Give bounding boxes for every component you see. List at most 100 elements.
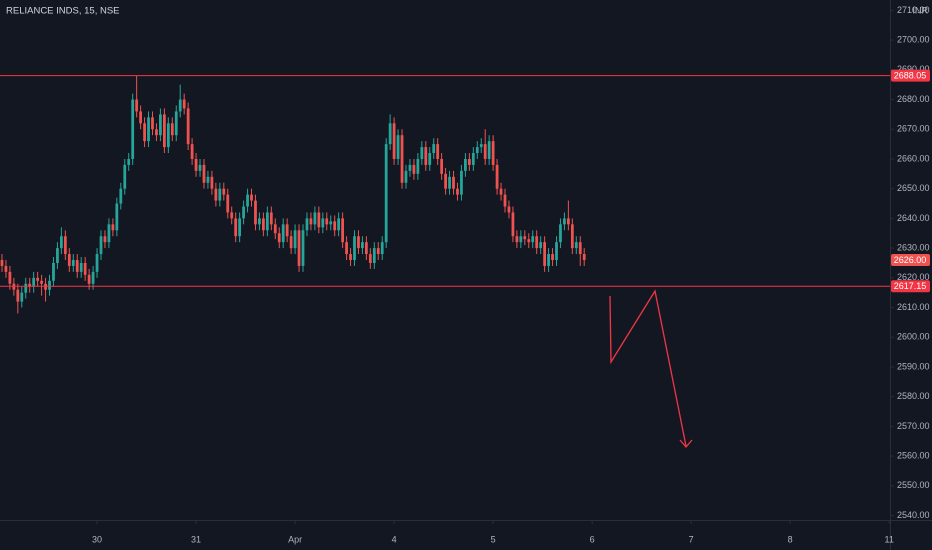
candle-body xyxy=(151,117,154,130)
candle-body xyxy=(40,280,43,284)
candle-body xyxy=(210,176,214,189)
candle-body xyxy=(317,212,321,228)
candle-body xyxy=(428,153,432,165)
candle-body xyxy=(364,242,368,255)
candle-body xyxy=(380,242,384,255)
candle-body xyxy=(400,135,404,183)
y-tick-label: 2610.00 xyxy=(897,302,930,312)
candle-body xyxy=(404,170,408,183)
candle-body xyxy=(578,242,582,255)
candle-body xyxy=(353,236,356,260)
candle-body xyxy=(166,123,170,148)
candle-body xyxy=(337,218,341,231)
candle-body xyxy=(436,144,440,159)
candle-body xyxy=(79,262,83,272)
x-tick-label: 4 xyxy=(392,534,397,544)
candle-body xyxy=(297,230,301,266)
level-badge xyxy=(891,69,930,82)
candle-body xyxy=(345,242,348,255)
candle-body xyxy=(424,147,428,165)
candle-body xyxy=(448,176,451,189)
y-tick-label: 2580.00 xyxy=(897,391,930,401)
candle-body xyxy=(467,158,471,165)
candle-body xyxy=(28,283,32,287)
candle-body xyxy=(190,144,194,159)
candle-body xyxy=(194,158,198,171)
candle-body xyxy=(99,236,103,255)
candle-body xyxy=(479,144,483,148)
candle-body xyxy=(238,218,242,237)
candle-body xyxy=(198,164,202,171)
candle-body xyxy=(372,248,376,263)
candle-body xyxy=(452,176,455,189)
candle-body xyxy=(178,99,182,112)
candle-body xyxy=(487,141,491,159)
candle-body xyxy=(182,99,186,109)
candle-body xyxy=(4,265,8,272)
candle-body xyxy=(313,212,317,225)
x-tick-label: 7 xyxy=(689,534,694,544)
candle-body xyxy=(135,99,139,112)
y-tick-label: 2680.00 xyxy=(897,94,930,104)
candle-body xyxy=(507,206,511,213)
candle-body xyxy=(139,111,142,124)
candle-body xyxy=(285,224,289,237)
candle-body xyxy=(230,212,234,219)
y-tick-label: 2710.00 xyxy=(897,5,930,15)
candle-body xyxy=(170,123,174,136)
candle-body xyxy=(293,230,297,249)
candle-body xyxy=(226,194,230,213)
last-price-badge xyxy=(891,254,930,266)
candle-body xyxy=(531,236,535,243)
y-tick-label: 2540.00 xyxy=(897,510,930,520)
y-tick-label: 2640.00 xyxy=(897,213,930,223)
candle-body xyxy=(123,164,127,189)
candle-body xyxy=(277,233,281,243)
candle-body xyxy=(361,242,364,249)
candle-body xyxy=(341,218,344,243)
candle-body xyxy=(440,158,444,174)
y-tick-label: 2660.00 xyxy=(897,153,930,163)
y-tick-label: 2620.00 xyxy=(897,272,930,282)
y-tick-label: 2560.00 xyxy=(897,450,930,460)
candle-body xyxy=(71,260,75,266)
candle-body xyxy=(202,164,206,183)
candle-body xyxy=(555,242,558,260)
y-tick-label: 2600.00 xyxy=(897,332,930,342)
candle-body xyxy=(535,236,539,249)
candle-body xyxy=(75,260,79,272)
candle-body xyxy=(563,218,566,225)
candle-body xyxy=(242,206,245,219)
projection-drawing xyxy=(609,289,687,447)
candle-body xyxy=(60,236,63,249)
candle-body xyxy=(349,254,352,260)
candle-body xyxy=(63,236,67,255)
candle-body xyxy=(8,271,12,284)
candle-body xyxy=(87,274,91,284)
candle-body xyxy=(289,236,293,249)
level-badge xyxy=(891,280,930,293)
candle-body xyxy=(325,218,329,225)
candle-body xyxy=(495,164,499,189)
y-tick-label: 2550.00 xyxy=(897,480,930,490)
last-price-label: 2626.00 xyxy=(894,255,927,265)
candle-body xyxy=(48,280,51,290)
chart-title: RELIANCE INDS, 15, NSE xyxy=(6,6,120,17)
candle-body xyxy=(143,123,146,142)
x-tick-label: 6 xyxy=(590,534,595,544)
candle-body xyxy=(281,224,285,243)
candle-body xyxy=(262,218,265,231)
candle-body xyxy=(408,164,412,171)
candle-body xyxy=(174,111,178,136)
projection-arrow xyxy=(679,439,693,448)
candle-body xyxy=(368,254,372,263)
x-tick-label: 30 xyxy=(92,534,102,544)
candle-body xyxy=(222,188,226,195)
candle-body xyxy=(147,117,150,142)
x-tick-label: 5 xyxy=(491,534,496,544)
candle-body xyxy=(258,218,261,225)
candle-body xyxy=(115,203,119,231)
x-tick-label: Apr xyxy=(288,534,302,544)
